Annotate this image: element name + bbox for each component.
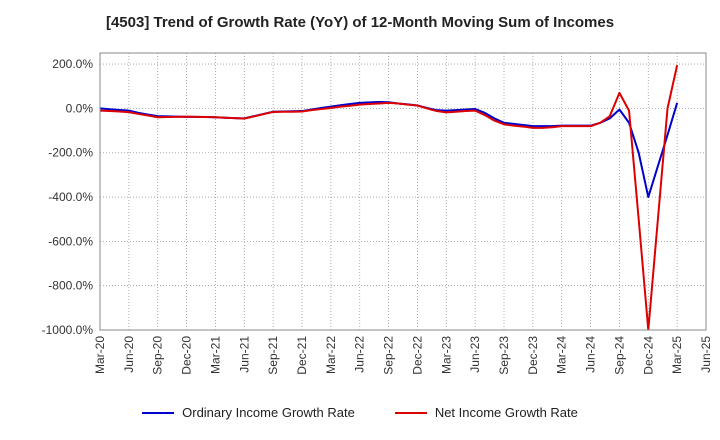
x-tick-label: Dec-21 bbox=[295, 336, 309, 375]
y-tick-label: -600.0% bbox=[48, 234, 93, 248]
x-tick-label: Jun-25 bbox=[699, 336, 713, 373]
x-tick-label: Sep-20 bbox=[151, 336, 165, 375]
x-tick-label: Mar-22 bbox=[324, 336, 338, 374]
x-tick-label: Sep-22 bbox=[382, 336, 396, 375]
x-tick-label: Sep-24 bbox=[612, 336, 626, 375]
x-tick-label: Mar-25 bbox=[670, 336, 684, 374]
x-tick-label: Mar-24 bbox=[555, 336, 569, 374]
x-tick-label: Sep-23 bbox=[497, 336, 511, 375]
y-tick-label: 0.0% bbox=[66, 101, 94, 115]
y-tick-label: -200.0% bbox=[48, 146, 93, 160]
x-tick-label: Jun-20 bbox=[122, 336, 136, 373]
x-tick-label: Mar-21 bbox=[208, 336, 222, 374]
legend-swatch-net bbox=[394, 411, 427, 414]
x-tick-label: Jun-21 bbox=[237, 336, 251, 373]
y-tick-label: -1000.0% bbox=[42, 323, 94, 337]
y-tick-label: -800.0% bbox=[48, 279, 93, 293]
legend-swatch-ordinary bbox=[142, 411, 175, 414]
x-tick-label: Mar-23 bbox=[439, 336, 453, 374]
plot-area bbox=[100, 53, 706, 330]
x-tick-label: Jun-23 bbox=[468, 336, 482, 373]
series-line-net-income bbox=[100, 64, 679, 330]
x-tick-label: Jun-24 bbox=[584, 336, 598, 373]
chart-title: [4503] Trend of Growth Rate (YoY) of 12-… bbox=[105, 14, 615, 31]
x-tick-label: Jun-22 bbox=[353, 336, 367, 373]
y-axis: 200.0% 0.0% -200.0% -400.0% -600.0% -800.0% -1… bbox=[42, 57, 94, 337]
series-lines bbox=[100, 64, 679, 330]
x-tick-label: Dec-22 bbox=[410, 336, 424, 375]
y-tick-label: -400.0% bbox=[48, 190, 93, 204]
x-tick-label: Dec-24 bbox=[641, 336, 655, 375]
x-axis: Mar-20 Jun-20 Sep-20 Dec-20 Mar-21 Jun-21 Sep-… bbox=[93, 336, 713, 375]
y-tick-label: 200.0% bbox=[52, 57, 93, 71]
legend-label-net: Net Income Growth Rate bbox=[434, 405, 578, 420]
x-tick-label: Sep-21 bbox=[266, 336, 280, 375]
legend-item-ordinary: Ordinary Income Growth Rate bbox=[142, 405, 355, 420]
legend-label-ordinary: Ordinary Income Growth Rate bbox=[182, 405, 355, 420]
x-tick-label: Dec-23 bbox=[526, 336, 540, 375]
x-tick-label: Dec-20 bbox=[180, 336, 194, 375]
plot-border bbox=[99, 52, 707, 331]
x-tick-label: Mar-20 bbox=[93, 336, 107, 374]
legend: Ordinary Income Growth Rate Net Income G… bbox=[0, 405, 720, 420]
legend-item-net: Net Income Growth Rate bbox=[394, 405, 578, 420]
